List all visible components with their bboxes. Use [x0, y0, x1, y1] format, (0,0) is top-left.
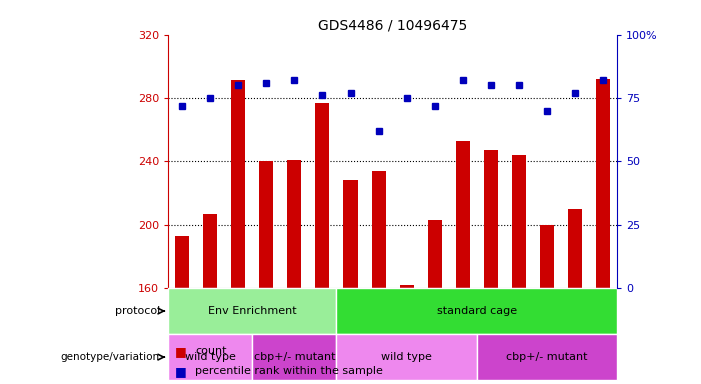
Bar: [568, 209, 582, 288]
Bar: [400, 285, 414, 288]
Text: protocol: protocol: [114, 306, 160, 316]
Title: GDS4486 / 10496475: GDS4486 / 10496475: [318, 18, 467, 32]
Text: wild type: wild type: [185, 352, 236, 362]
Text: genotype/variation: genotype/variation: [61, 352, 160, 362]
Bar: [512, 155, 526, 288]
Bar: [315, 103, 329, 288]
Bar: [168, 288, 336, 334]
Bar: [175, 236, 189, 288]
Text: count: count: [195, 346, 226, 356]
Text: Env Enrichment: Env Enrichment: [208, 306, 297, 316]
Bar: [168, 334, 252, 380]
Bar: [484, 150, 498, 288]
Text: ■: ■: [175, 345, 187, 358]
Bar: [428, 220, 442, 288]
Bar: [336, 288, 617, 334]
Text: ■: ■: [175, 365, 187, 378]
Bar: [477, 334, 617, 380]
Bar: [231, 81, 245, 288]
Bar: [336, 334, 477, 380]
Text: standard cage: standard cage: [437, 306, 517, 316]
Bar: [287, 160, 301, 288]
Bar: [596, 79, 610, 288]
Text: cbp+/- mutant: cbp+/- mutant: [506, 352, 587, 362]
Bar: [259, 161, 273, 288]
Text: cbp+/- mutant: cbp+/- mutant: [254, 352, 335, 362]
Bar: [456, 141, 470, 288]
Bar: [343, 180, 358, 288]
Text: wild type: wild type: [381, 352, 432, 362]
Bar: [252, 334, 336, 380]
Bar: [372, 171, 386, 288]
Bar: [540, 225, 554, 288]
Bar: [203, 214, 217, 288]
Text: percentile rank within the sample: percentile rank within the sample: [195, 366, 383, 376]
